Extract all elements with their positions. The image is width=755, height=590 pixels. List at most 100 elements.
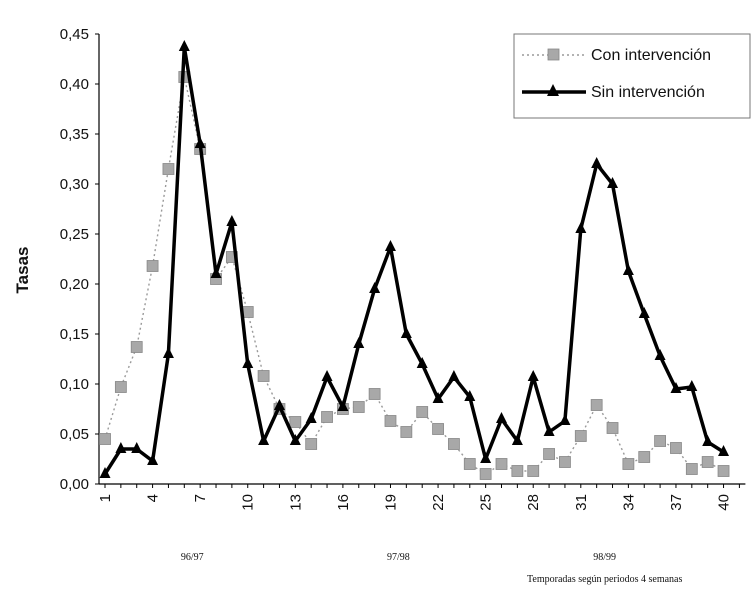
point-con-intervencion [448,438,460,450]
point-sin-intervencion [258,434,270,445]
point-sin-intervencion [353,337,365,348]
point-sin-intervencion [289,434,301,445]
y-axis-ticks: 0,00 0,05 0,10 0,15 0,20 0,25 0,30 0,35 0,40 0,45 [60,26,99,493]
point-sin-intervencion [162,347,174,358]
x-tick-label: 22 [430,494,447,511]
season-labels: 96/97 97/98 98/99 [181,552,616,563]
point-con-intervencion [495,458,508,470]
point-con-intervencion [146,260,159,272]
y-tick-label: 0,25 [60,226,89,243]
x-tick-label: 19 [382,494,399,511]
x-tick-label: 40 [716,494,733,511]
point-con-intervencion [511,465,524,477]
legend: Con intervención Sin intervención [513,33,751,119]
x-axis-ticks: 1 4 7 10 13 16 19 22 25 28 31 34 37 40 [97,484,740,511]
point-sin-intervencion [99,467,111,478]
point-con-intervencion [162,163,175,175]
point-sin-intervencion [607,177,619,188]
point-sin-intervencion [464,390,476,401]
point-con-intervencion [384,415,397,427]
point-sin-intervencion [178,40,190,51]
point-sin-intervencion [591,157,603,168]
point-sin-intervencion [654,349,666,360]
point-sin-intervencion [480,452,492,463]
point-sin-intervencion [432,392,444,403]
point-sin-intervencion [115,442,127,453]
x-tick-label: 34 [620,494,637,511]
y-tick-label: 0,05 [60,426,89,443]
point-sin-intervencion [559,414,571,425]
x-tick-label: 16 [335,494,352,511]
point-con-intervencion [114,381,127,393]
point-con-intervencion [257,370,270,382]
x-tick-label: 1 [97,494,114,502]
point-con-intervencion [400,426,413,438]
point-con-intervencion [432,423,444,435]
point-sin-intervencion [194,137,206,148]
y-tick-label: 0,35 [60,126,89,143]
point-con-intervencion [685,463,698,475]
y-tick-label: 0,15 [60,326,89,343]
point-sin-intervencion [210,267,222,278]
x-tick-label: 25 [478,494,495,511]
point-con-intervencion [622,458,635,470]
y-tick-label: 0,10 [60,376,89,393]
point-sin-intervencion [273,399,285,410]
point-con-intervencion [574,430,587,442]
x-tick-label: 37 [668,494,685,511]
point-sin-intervencion [622,264,634,275]
legend-marker-con [547,48,560,61]
point-sin-intervencion [575,222,587,233]
point-con-intervencion [654,435,666,447]
point-sin-intervencion [131,442,143,453]
x-tick-label: 28 [525,494,542,511]
point-con-intervencion [289,416,302,428]
point-con-intervencion [321,411,333,423]
point-con-intervencion [527,465,540,477]
x-tick-label: 7 [192,494,209,502]
point-sin-intervencion [686,380,698,391]
legend-box [513,33,751,119]
point-sin-intervencion [638,307,650,318]
point-con-intervencion [701,456,714,468]
point-con-intervencion [352,401,365,413]
point-sin-intervencion [670,382,682,393]
point-con-intervencion [543,448,555,460]
point-sin-intervencion [448,370,460,381]
point-con-intervencion [130,341,143,353]
x-tick-label: 31 [573,494,590,511]
point-con-intervencion [368,388,381,400]
point-con-intervencion [717,465,730,477]
point-con-intervencion [638,451,651,463]
legend-label-sin: Sin intervención [591,84,705,101]
point-sin-intervencion [702,435,714,446]
x-tick-label: 13 [287,494,304,511]
point-con-intervencion [416,406,429,418]
y-axis-label: Tasas [13,247,32,294]
x-axis-label: Temporadas según periodos 4 semanas [527,574,682,585]
point-con-intervencion [99,433,111,445]
series-layer [99,40,730,480]
point-sin-intervencion [321,370,333,381]
y-tick-label: 0,40 [60,76,89,93]
point-sin-intervencion [543,425,555,436]
point-sin-intervencion [226,215,238,226]
point-sin-intervencion [242,357,254,368]
point-sin-intervencion [337,400,349,411]
point-con-intervencion [590,399,603,411]
point-con-intervencion [670,442,682,454]
y-tick-label: 0,00 [60,476,89,493]
point-sin-intervencion [369,282,381,293]
season-label: 97/98 [387,552,410,563]
point-con-intervencion [305,438,318,450]
y-tick-label: 0,30 [60,176,89,193]
season-label: 96/97 [181,552,204,563]
season-label: 98/99 [593,552,616,563]
point-sin-intervencion [511,434,523,445]
y-tick-label: 0,20 [60,276,89,293]
legend-marker-sin [547,84,559,96]
series-line-sin-intervencion [103,45,725,475]
x-tick-label: 10 [240,494,257,511]
point-sin-intervencion [147,454,159,465]
